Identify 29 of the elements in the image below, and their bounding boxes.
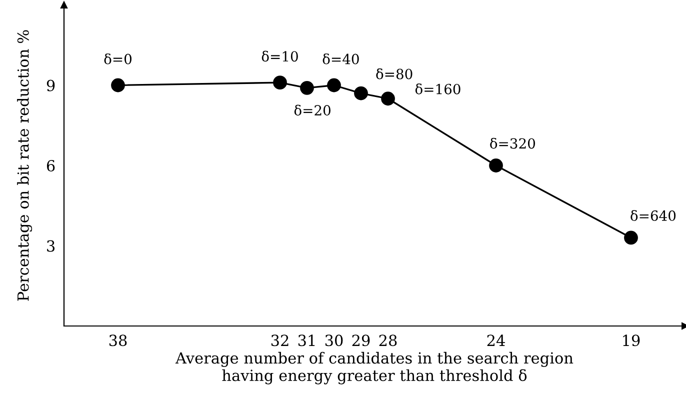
point: [381, 92, 395, 106]
x-tick-label: 24: [487, 334, 505, 346]
annotation: δ=640: [630, 210, 676, 221]
y-tick-label: 9: [46, 80, 55, 92]
y-tick-label: 3: [47, 240, 55, 252]
point: [354, 86, 368, 100]
annotation: δ=40: [322, 53, 359, 64]
annotation: δ=10: [262, 50, 298, 62]
point: [111, 78, 125, 92]
x-tick-label: 38: [109, 334, 127, 346]
x-tick-label: 32: [271, 334, 288, 346]
annotation: δ=0: [104, 53, 132, 64]
x-tick-label: 30: [325, 334, 343, 346]
point: [624, 230, 638, 245]
x-tick-label: 19: [623, 334, 640, 346]
annotation: δ=320: [490, 138, 535, 149]
y-tick-label: 6: [46, 160, 55, 172]
x-tick-label: 29: [352, 334, 370, 346]
point: [300, 80, 314, 95]
x-tick-label: 28: [379, 334, 397, 346]
annotation: δ=80: [376, 68, 412, 80]
annotation: δ=20: [294, 104, 330, 116]
point: [273, 76, 287, 90]
x-axis-title: Average number of candidates in the search region having energy greater than threshold δ: [175, 352, 574, 384]
annotation: δ=160: [415, 83, 460, 94]
x-tick-label: 31: [298, 334, 315, 346]
point: [489, 158, 503, 172]
y-axis-title: Percentage on bit rate reduction %: [17, 30, 32, 301]
point: [327, 78, 341, 92]
